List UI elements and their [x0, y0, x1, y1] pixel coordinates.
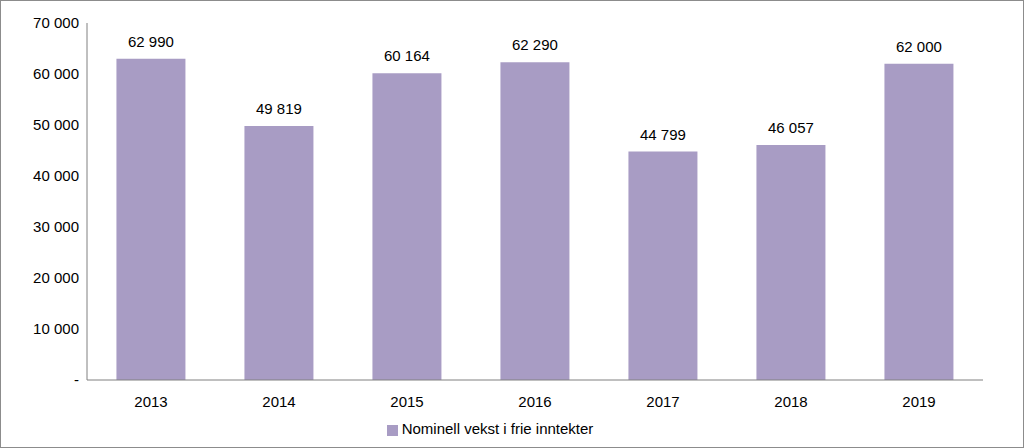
- svg-text:62 290: 62 290: [512, 36, 558, 53]
- svg-text:-: -: [74, 371, 79, 388]
- svg-text:2013: 2013: [134, 393, 167, 410]
- svg-text:10 000: 10 000: [33, 320, 79, 337]
- svg-text:2019: 2019: [902, 393, 935, 410]
- svg-text:2018: 2018: [774, 393, 807, 410]
- svg-text:60 164: 60 164: [384, 47, 430, 64]
- svg-text:20 000: 20 000: [33, 269, 79, 286]
- svg-text:62 000: 62 000: [896, 38, 942, 55]
- svg-text:49 819: 49 819: [256, 100, 302, 117]
- svg-text:2015: 2015: [390, 393, 423, 410]
- html-text:Nominell vekst i frie inntekte: Nominell vekst i frie inntekter: [401, 420, 594, 437]
- svg-text:2017: 2017: [646, 393, 679, 410]
- svg-text:50 000: 50 000: [33, 116, 79, 133]
- svg-text:44 799: 44 799: [640, 126, 686, 143]
- svg-text:2014: 2014: [262, 393, 295, 410]
- svg-text:40 000: 40 000: [33, 167, 79, 184]
- svg-text:46 057: 46 057: [768, 119, 814, 136]
- svg-text:60 000: 60 000: [33, 65, 79, 82]
- svg-text:30 000: 30 000: [33, 218, 79, 235]
- svg-text:62 990: 62 990: [128, 33, 174, 50]
- svg-text:2016: 2016: [518, 393, 551, 410]
- svg-text:70 000: 70 000: [33, 14, 79, 31]
